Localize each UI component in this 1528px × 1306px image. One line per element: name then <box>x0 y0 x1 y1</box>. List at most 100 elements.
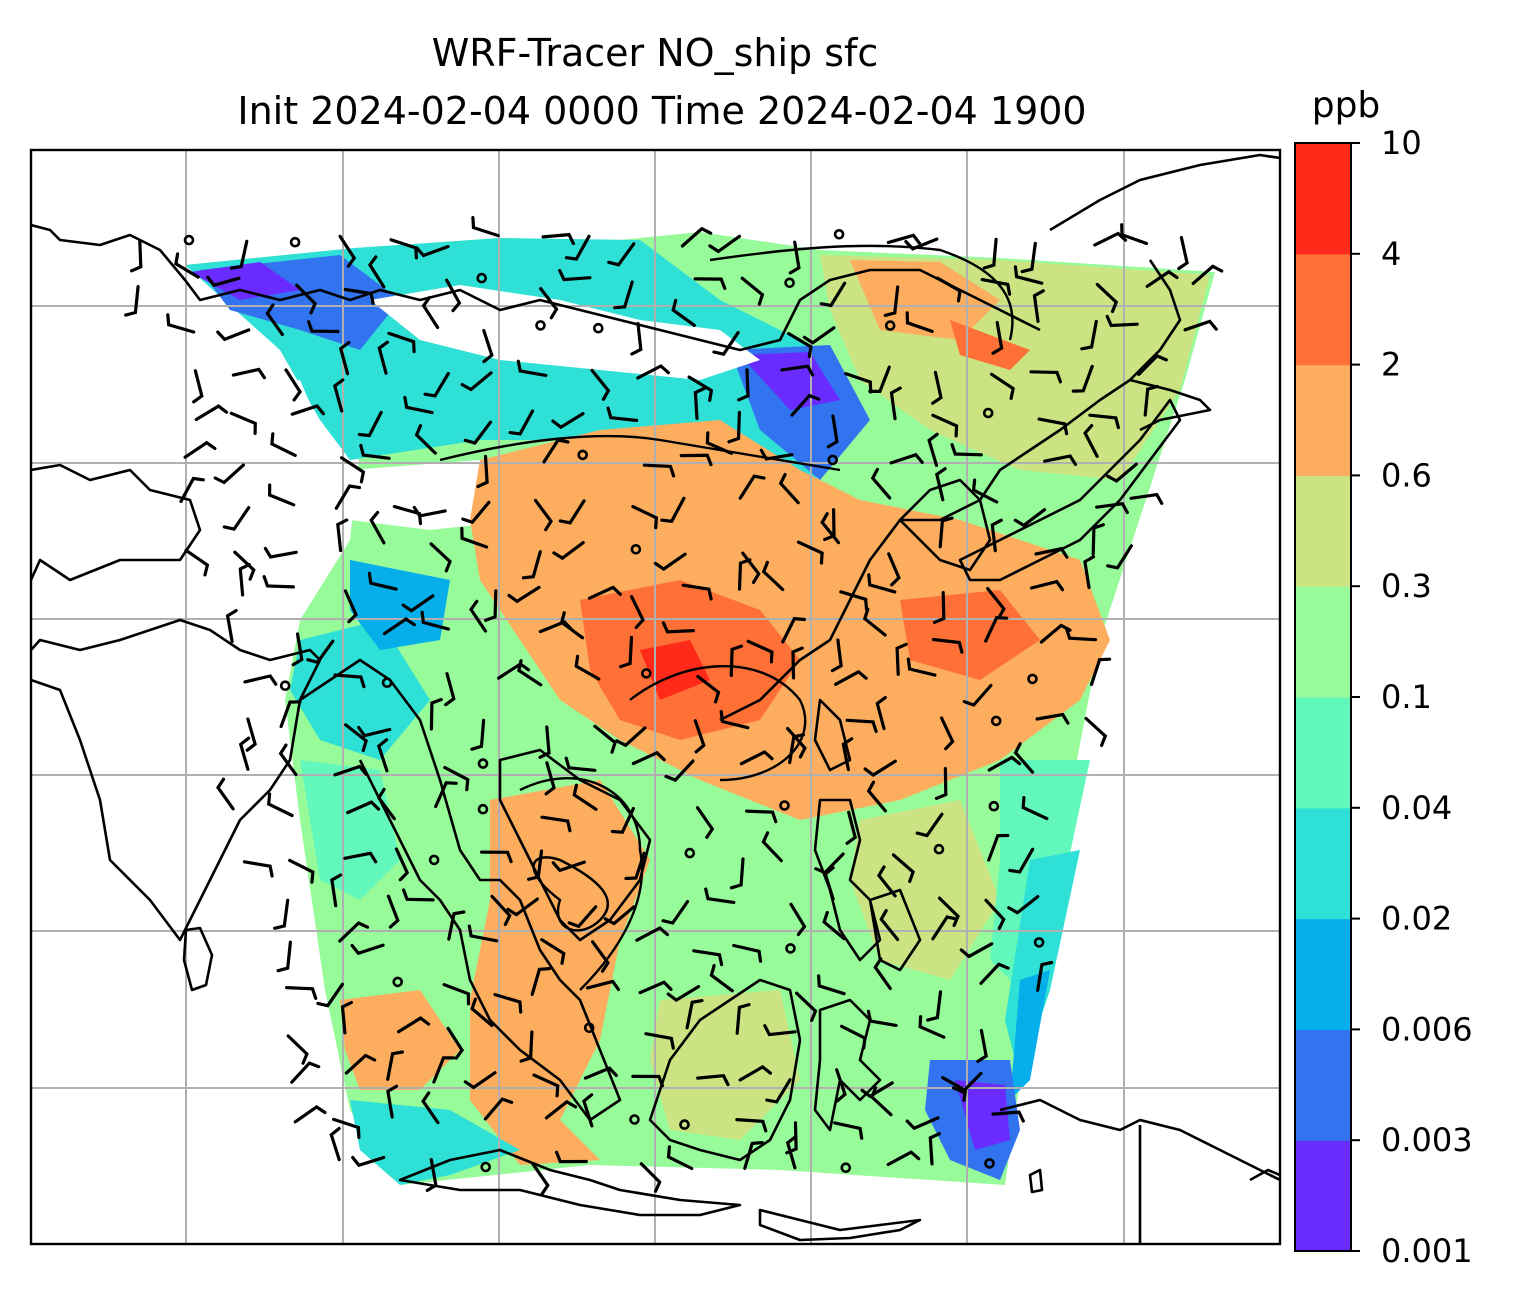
coastline-srilanka <box>182 926 214 992</box>
wind-barb <box>982 237 998 270</box>
wind-barb <box>926 990 943 1022</box>
wind-barb <box>840 1024 867 1050</box>
wind-barb <box>587 585 622 600</box>
wind-barb <box>415 245 450 258</box>
wind-barb <box>447 910 466 941</box>
wind-barb <box>1106 462 1138 483</box>
wind-calm-circle <box>535 320 546 331</box>
colorbar-segment <box>1295 1029 1351 1141</box>
wind-barb <box>332 378 345 413</box>
wind-barb <box>613 280 634 310</box>
wind-barb <box>906 657 937 677</box>
wind-barb <box>263 546 298 559</box>
wind-barb <box>332 1117 361 1139</box>
wind-barb <box>1129 492 1164 505</box>
wind-barb <box>351 1155 386 1168</box>
wind-barb <box>276 940 292 973</box>
wind-barb <box>551 412 585 430</box>
field-ne-orange <box>850 260 1000 340</box>
wind-barb <box>761 831 783 863</box>
wind-barb <box>482 328 494 364</box>
field-sw-cyan <box>350 1100 520 1185</box>
wind-barb <box>343 851 378 864</box>
colorbar-segments <box>1295 143 1351 1252</box>
coastline-newguinea <box>999 1098 1280 1244</box>
wind-barb <box>338 341 351 376</box>
wind-barb <box>306 639 335 665</box>
wind-barb <box>442 983 471 1006</box>
wind-barb <box>480 850 513 864</box>
wind-barb <box>476 454 489 489</box>
wind-barb <box>666 985 701 1003</box>
wind-barb <box>642 463 676 478</box>
wind-calm-circle <box>592 322 604 334</box>
field-central-hot <box>640 640 710 700</box>
wind-barb <box>531 1162 550 1196</box>
wind-barb <box>931 370 943 405</box>
wind-barb <box>286 1034 309 1065</box>
wind-barb <box>931 413 959 438</box>
wind-barb <box>615 726 647 748</box>
wind-barb <box>1080 319 1098 351</box>
coastline-sumatra <box>398 1148 742 1217</box>
wind-barb <box>887 552 901 587</box>
wind-barb <box>931 637 964 654</box>
wind-barb <box>644 1032 675 1050</box>
wind-barb <box>1088 413 1120 430</box>
coastline-china <box>719 259 1182 772</box>
wind-barb <box>572 783 598 811</box>
wind-barb <box>979 962 1010 985</box>
wind-barb <box>340 1000 353 1035</box>
wind-calm-circle <box>428 854 440 866</box>
colorbar-unit: ppb <box>1312 85 1381 126</box>
wind-barb <box>889 452 924 465</box>
field-west-blue <box>350 560 450 650</box>
wind-barb <box>423 371 450 398</box>
wind-barb <box>284 368 302 402</box>
wind-barb <box>532 1073 560 1098</box>
wind-barb <box>863 759 897 777</box>
field-west-cyan <box>290 620 430 760</box>
wind-barb <box>493 993 523 1014</box>
wind-barb <box>357 725 392 738</box>
wind-barb <box>242 860 274 878</box>
coastline-india <box>31 463 322 942</box>
wind-barb <box>434 781 458 809</box>
wind-barb <box>1020 241 1037 274</box>
wind-barb <box>959 942 994 959</box>
wind-barb <box>671 298 696 327</box>
wind-barb <box>786 331 813 359</box>
wind-barb <box>346 800 381 815</box>
wind-barb <box>962 683 993 707</box>
wind-barb <box>432 1056 456 1084</box>
wind-barb <box>866 780 887 813</box>
coastline-se-small <box>1249 1168 1280 1182</box>
wind-barb <box>795 991 818 1022</box>
colorbar-tick-label: 0.1 <box>1381 678 1432 716</box>
wind-barb <box>1095 501 1129 515</box>
wind-barb <box>262 575 295 589</box>
wind-barb <box>544 761 556 796</box>
wind-calm-circle <box>933 843 945 855</box>
wind-barb <box>729 644 744 677</box>
field-north-violet <box>190 262 300 300</box>
wind-barb <box>1034 546 1069 559</box>
wind-barb <box>833 1121 864 1140</box>
wind-barb <box>990 372 1015 400</box>
wind-barb <box>763 1024 797 1037</box>
wind-barb <box>987 833 1010 862</box>
wind-barb <box>590 368 611 401</box>
wind-barb <box>1145 269 1179 288</box>
wind-barb <box>429 697 443 731</box>
wind-barb <box>870 1086 893 1117</box>
wind-calm-circle <box>392 976 404 988</box>
wind-calm-circle <box>827 454 839 466</box>
wind-calm-circle <box>577 449 589 461</box>
wind-calm-circle <box>785 943 796 954</box>
wind-barb <box>839 590 869 611</box>
coastline-borneo <box>648 978 802 1162</box>
contour <box>709 244 1014 341</box>
field-east-blue <box>1010 970 1050 1100</box>
wind-barb <box>1091 523 1105 556</box>
wind-barb <box>866 1009 898 1027</box>
